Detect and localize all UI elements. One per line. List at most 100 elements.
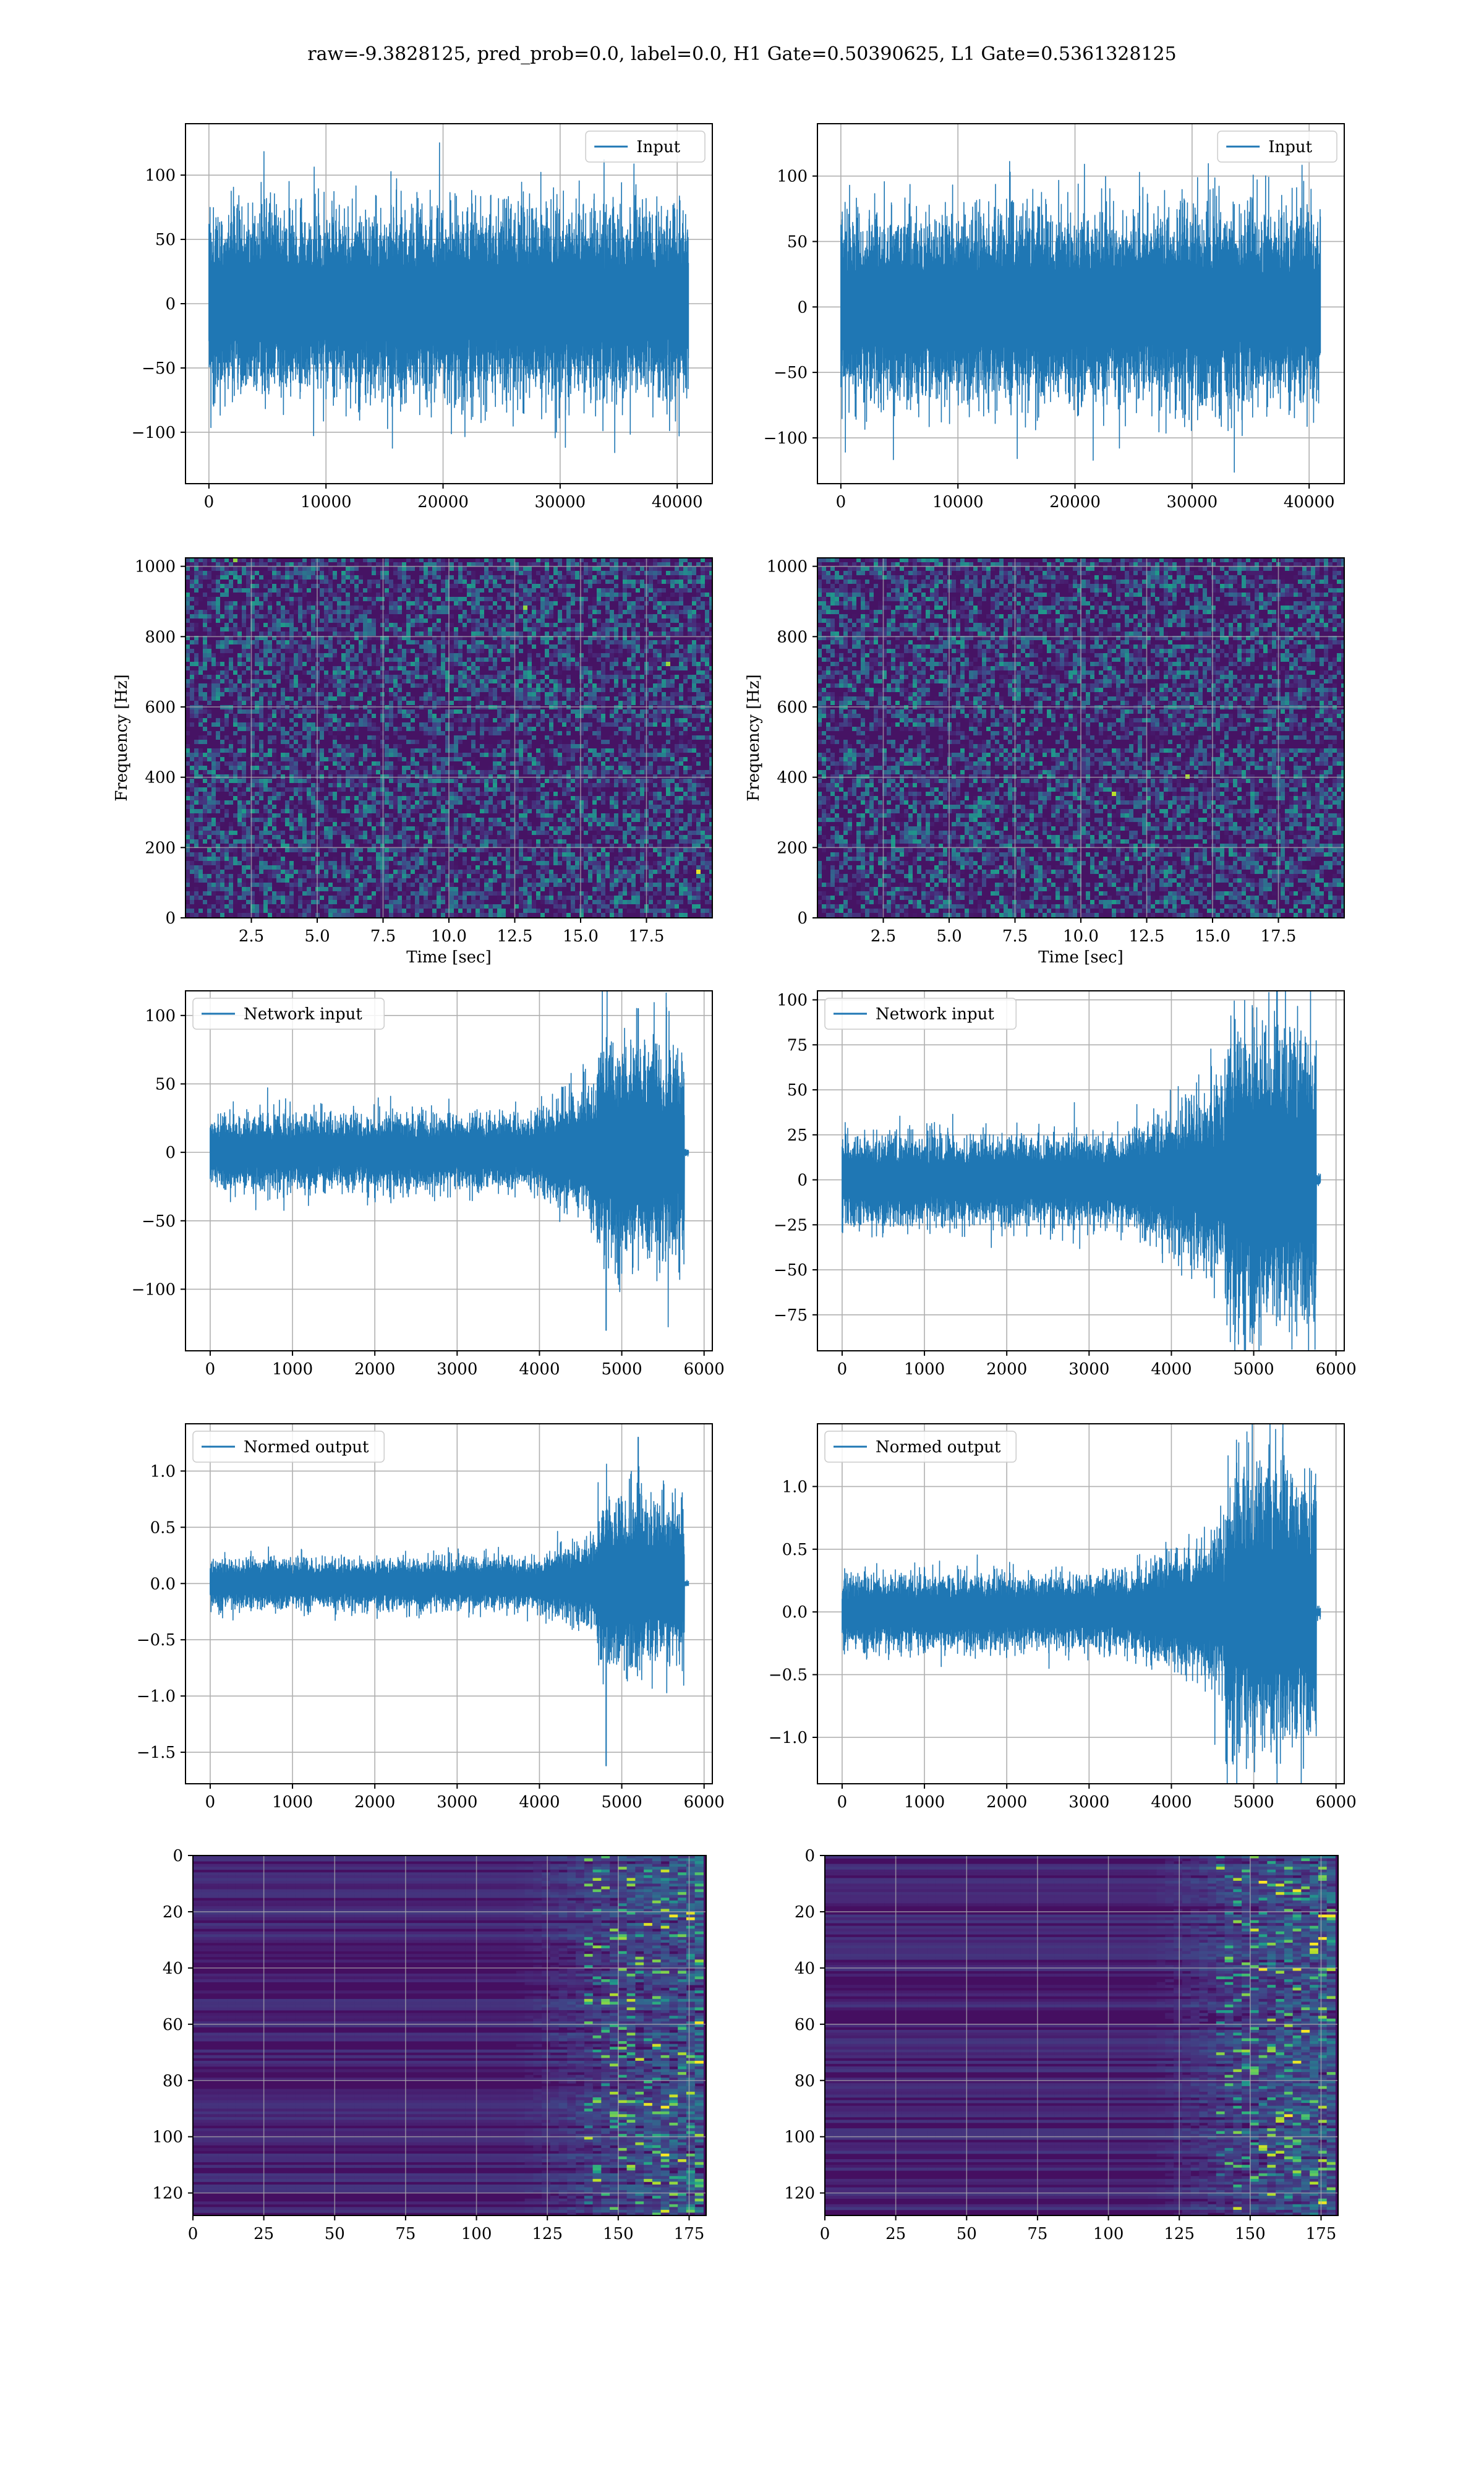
x-tick-label: 50 bbox=[957, 2225, 977, 2243]
figure-title: raw=-9.3828125, pred_prob=0.0, label=0.0… bbox=[0, 43, 1484, 65]
y-tick-label: −1.5 bbox=[137, 1744, 176, 1762]
y-tick-label: 40 bbox=[795, 1959, 815, 1978]
y-tick-label: 0.0 bbox=[782, 1603, 808, 1622]
y-axis-label: Frequency [Hz] bbox=[744, 674, 763, 802]
x-tick-label: 2000 bbox=[354, 1793, 395, 1812]
legend-label: Input bbox=[1268, 138, 1312, 156]
y-tick-label: 0.0 bbox=[150, 1575, 176, 1593]
legend: Input bbox=[1217, 131, 1337, 163]
grid-lines bbox=[817, 558, 1344, 918]
x-tick-label: 0 bbox=[188, 2225, 198, 2243]
y-tick-label: −1.0 bbox=[137, 1687, 176, 1706]
y-tick-label: 80 bbox=[163, 2072, 183, 2091]
y-tick-label: 25 bbox=[787, 1126, 808, 1145]
x-axis-label: Time [sec] bbox=[406, 948, 492, 967]
y-tick-label: 100 bbox=[145, 1007, 176, 1025]
y-tick-label: −0.5 bbox=[137, 1631, 176, 1650]
y-tick-label: 50 bbox=[787, 233, 808, 251]
axes-frame bbox=[817, 990, 1345, 1351]
y-tick-label: −100 bbox=[132, 424, 176, 442]
y-tick-label: 100 bbox=[777, 991, 808, 1010]
x-tick-label: 4000 bbox=[1151, 1360, 1192, 1379]
x-tick-label: 150 bbox=[1235, 2225, 1266, 2243]
legend: Normed output bbox=[192, 1431, 385, 1463]
y-tick-label: 200 bbox=[145, 839, 176, 857]
x-tick-label: 40000 bbox=[652, 493, 703, 511]
y-tick-label: 600 bbox=[777, 698, 808, 717]
y-tick-label: 0 bbox=[173, 1847, 183, 1865]
y-tick-label: −100 bbox=[132, 1280, 176, 1299]
x-tick-label: 5000 bbox=[601, 1793, 642, 1812]
y-tick-label: 80 bbox=[795, 2072, 815, 2091]
y-tick-label: 0 bbox=[797, 1171, 808, 1190]
x-tick-label: 15.0 bbox=[563, 927, 599, 946]
y-tick-label: 0 bbox=[804, 1847, 815, 1865]
x-tick-label: 0 bbox=[836, 493, 846, 511]
x-tick-label: 5.0 bbox=[936, 927, 962, 946]
y-tick-label: 0 bbox=[797, 909, 808, 928]
y-tick-label: 120 bbox=[152, 2185, 183, 2203]
axes-frame bbox=[824, 1855, 1339, 2216]
axes-frame bbox=[817, 123, 1345, 484]
y-tick-label: 400 bbox=[777, 769, 808, 787]
y-tick-label: 50 bbox=[155, 231, 176, 249]
x-tick-label: 125 bbox=[1164, 2225, 1195, 2243]
x-tick-label: 1000 bbox=[904, 1793, 945, 1812]
y-tick-label: −50 bbox=[142, 359, 176, 378]
y-tick-label: 50 bbox=[787, 1081, 808, 1100]
y-tick-label: 1.0 bbox=[782, 1478, 808, 1496]
y-tick-label: −75 bbox=[774, 1306, 808, 1325]
y-tick-label: 200 bbox=[777, 839, 808, 857]
series-line bbox=[210, 991, 689, 1331]
x-tick-label: 100 bbox=[461, 2225, 492, 2243]
y-tick-label: −50 bbox=[142, 1212, 176, 1231]
x-tick-label: 0 bbox=[204, 493, 215, 511]
y-tick-label: 0.5 bbox=[782, 1541, 808, 1559]
axes-frame bbox=[185, 1423, 713, 1784]
legend-label: Network input bbox=[876, 1005, 994, 1024]
x-tick-label: 2.5 bbox=[239, 927, 264, 946]
y-tick-label: 0.5 bbox=[150, 1518, 176, 1537]
y-tick-label: 800 bbox=[777, 628, 808, 646]
y-tick-label: 100 bbox=[145, 166, 176, 185]
x-tick-label: 5000 bbox=[1233, 1360, 1274, 1379]
x-tick-label: 25 bbox=[254, 2225, 274, 2243]
x-tick-label: 2.5 bbox=[871, 927, 896, 946]
x-tick-label: 7.5 bbox=[370, 927, 396, 946]
series-line bbox=[842, 991, 1321, 1351]
x-tick-label: 4000 bbox=[519, 1360, 560, 1379]
legend-label: Input bbox=[636, 138, 680, 156]
x-tick-label: 2000 bbox=[354, 1360, 395, 1379]
y-tick-label: 800 bbox=[145, 628, 176, 646]
x-tick-label: 40000 bbox=[1284, 493, 1335, 511]
grid-lines bbox=[825, 1856, 1338, 2215]
x-tick-label: 12.5 bbox=[497, 927, 533, 946]
x-tick-label: 1000 bbox=[904, 1360, 945, 1379]
x-tick-label: 2000 bbox=[986, 1793, 1027, 1812]
series-line bbox=[840, 161, 1321, 473]
y-tick-label: 400 bbox=[145, 769, 176, 787]
y-tick-label: −1.0 bbox=[769, 1729, 808, 1747]
y-tick-label: 1000 bbox=[135, 558, 176, 576]
x-tick-label: 0 bbox=[205, 1360, 216, 1379]
y-tick-label: −0.5 bbox=[769, 1666, 808, 1685]
axes-frame bbox=[817, 1423, 1345, 1784]
x-tick-label: 3000 bbox=[437, 1360, 477, 1379]
y-axis-label: Frequency [Hz] bbox=[113, 674, 131, 802]
x-tick-label: 0 bbox=[837, 1793, 848, 1812]
x-tick-label: 2000 bbox=[986, 1360, 1027, 1379]
x-tick-label: 10000 bbox=[301, 493, 352, 511]
x-tick-label: 75 bbox=[395, 2225, 416, 2243]
x-tick-label: 1000 bbox=[272, 1793, 313, 1812]
x-tick-label: 6000 bbox=[1316, 1793, 1357, 1812]
y-tick-label: 600 bbox=[145, 698, 176, 717]
x-tick-label: 30000 bbox=[1167, 493, 1218, 511]
x-tick-label: 5000 bbox=[601, 1360, 642, 1379]
y-tick-label: 20 bbox=[795, 1903, 815, 1922]
x-tick-label: 75 bbox=[1027, 2225, 1047, 2243]
